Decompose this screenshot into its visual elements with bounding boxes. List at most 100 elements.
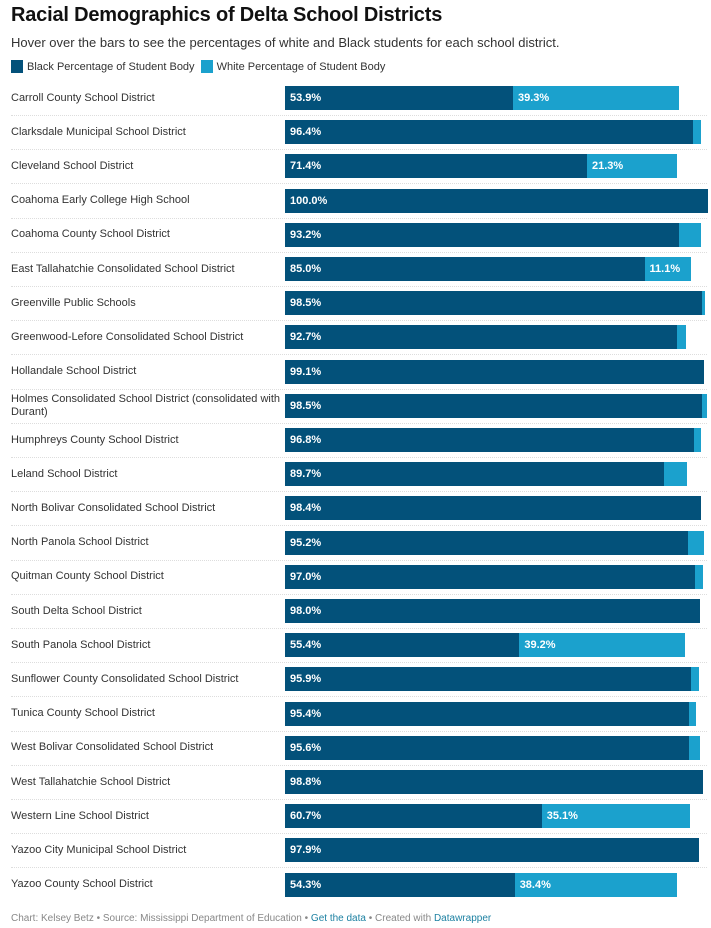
bar-row: Coahoma County School District 93.2% (0, 222, 711, 257)
data-label: 96.8% (290, 434, 322, 446)
bar-row: Yazoo City Municipal School District 97.9… (0, 838, 711, 872)
footer-sep: • (365, 913, 376, 924)
bar-row: South Panola School District 55.4% 39.2% (0, 633, 711, 667)
category-label: Yazoo City Municipal School District (11, 843, 187, 856)
footer-byline: Chart: Kelsey Betz (11, 913, 94, 924)
category-label: Leland School District (11, 467, 118, 480)
bar-black[interactable]: 99.1% (285, 359, 705, 384)
bar-black[interactable]: 97.9% (285, 838, 700, 863)
chart-subtitle: Hover over the bars to see the percentag… (11, 35, 560, 50)
data-label: 11.1% (649, 263, 681, 275)
bar-black[interactable]: 96.8% (285, 428, 695, 452)
bar-black[interactable]: 95.2% (285, 530, 688, 555)
row-divider (11, 183, 707, 185)
category-label: Greenville Public Schools (11, 296, 136, 309)
bar-row: Tunica County School District 95.4% (0, 701, 711, 736)
bar-black[interactable]: 54.3% (285, 872, 515, 897)
bar-white[interactable] (687, 530, 705, 555)
bar-row: Clarksdale Municipal School District 96.4… (0, 120, 711, 154)
bar-black[interactable]: 96.4% (285, 120, 693, 145)
bar-white[interactable] (689, 735, 700, 760)
category-label: Western Line School District (11, 809, 149, 822)
bar-black[interactable]: 53.9% (285, 86, 513, 110)
bar-white[interactable] (692, 120, 701, 145)
bar-row: Western Line School District 60.7% 35.1% (0, 804, 711, 838)
data-label: 85.0% (290, 263, 322, 275)
bar-black[interactable]: 60.7% (285, 804, 542, 829)
category-label: West Bolivar Consolidated School Distric… (11, 741, 214, 754)
data-label: 54.3% (290, 878, 322, 891)
bar-row: Leland School District 89.7% (0, 462, 711, 496)
legend-swatch-black (11, 60, 23, 73)
bar-black[interactable]: 92.7% (285, 325, 678, 350)
row-divider (11, 799, 707, 800)
category-label: Quitman County School District (11, 570, 164, 583)
bar-white[interactable] (701, 291, 706, 316)
bar-black[interactable]: 71.4% (285, 154, 588, 179)
bar-white[interactable] (664, 462, 687, 487)
get-the-data-link[interactable]: Get the data (310, 913, 366, 924)
category-label: West Tallahatchie School District (11, 775, 171, 788)
data-label: 39.2% (524, 639, 556, 652)
bar-black[interactable]: 85.0% (285, 257, 645, 281)
bar-row: Holmes Consolidated School District (con… (0, 393, 711, 428)
bar-white[interactable]: 39.3% (512, 86, 680, 110)
data-label: 100.0% (290, 194, 328, 207)
bar-white[interactable]: 38.4% (514, 872, 678, 897)
data-label: 39.3% (517, 92, 550, 104)
category-label: Clarksdale Municipal School District (11, 125, 186, 138)
footer-sep: • (301, 913, 311, 924)
category-label: Coahoma County School District (11, 228, 170, 241)
bar-row: North Bolivar Consolidated School Distri… (0, 496, 711, 530)
data-label: 55.4% (290, 639, 322, 652)
bar-white[interactable]: 35.1% (541, 804, 691, 829)
bar-black[interactable]: 98.0% (285, 599, 700, 623)
bar-white[interactable]: 11.1% (644, 257, 692, 281)
bar-black[interactable]: 55.4% (285, 633, 520, 658)
bar-black[interactable]: 93.2% (285, 222, 680, 247)
legend-item-white: White Percentage of Student Body (200, 60, 385, 73)
bar-black[interactable]: 98.5% (285, 393, 702, 418)
data-label: 38.4% (519, 878, 551, 891)
data-label: 92.7% (290, 331, 322, 344)
bar-white[interactable] (690, 667, 700, 692)
bar-black[interactable]: 98.8% (285, 770, 703, 794)
bar-black[interactable]: 98.4% (285, 496, 702, 521)
bar-white[interactable] (694, 428, 701, 452)
bar-white[interactable] (679, 222, 701, 247)
bar-black[interactable]: 100.0% (285, 188, 708, 213)
bar-row: Hollandale School District 99.1% (0, 359, 711, 394)
bar-row: North Panola School District 95.2% (0, 530, 711, 565)
bar-white[interactable] (701, 393, 708, 418)
bar-white[interactable] (695, 564, 703, 589)
bar-row: Yazoo County School District 54.3% 38.4% (0, 872, 711, 907)
row-divider (11, 559, 707, 561)
data-label: 71.4% (290, 160, 322, 173)
bar-white[interactable] (688, 701, 697, 726)
datawrapper-link[interactable]: Datawrapper (433, 913, 492, 924)
category-label: Hollandale School District (11, 365, 137, 378)
bar-black[interactable]: 97.0% (285, 564, 696, 589)
data-label: 97.0% (290, 570, 322, 583)
bar-black[interactable]: 95.4% (285, 701, 689, 726)
bar-row: Cleveland School District 71.4% 21.3% (0, 154, 711, 188)
category-label: North Panola School District (11, 536, 149, 549)
bar-black[interactable]: 95.6% (285, 735, 690, 760)
footer-created: Created with (375, 913, 432, 924)
bar-white[interactable]: 21.3% (587, 154, 678, 179)
bar-black[interactable]: 89.7% (285, 462, 665, 487)
data-label: 97.9% (290, 844, 322, 857)
bar-white[interactable] (677, 325, 686, 350)
row-divider (11, 286, 707, 287)
category-label: South Panola School District (11, 638, 151, 651)
bar-black[interactable]: 95.9% (285, 667, 691, 692)
row-divider (11, 867, 707, 869)
bar-row: Quitman County School District 97.0% (0, 564, 711, 599)
data-label: 53.9% (290, 92, 322, 104)
data-label: 60.7% (290, 810, 322, 823)
bar-black[interactable]: 98.5% (285, 291, 702, 316)
legend-item-black: Black Percentage of Student Body (11, 60, 195, 73)
row-divider (11, 662, 707, 664)
category-label: Yazoo County School District (11, 878, 153, 891)
bar-white[interactable]: 39.2% (519, 633, 686, 658)
